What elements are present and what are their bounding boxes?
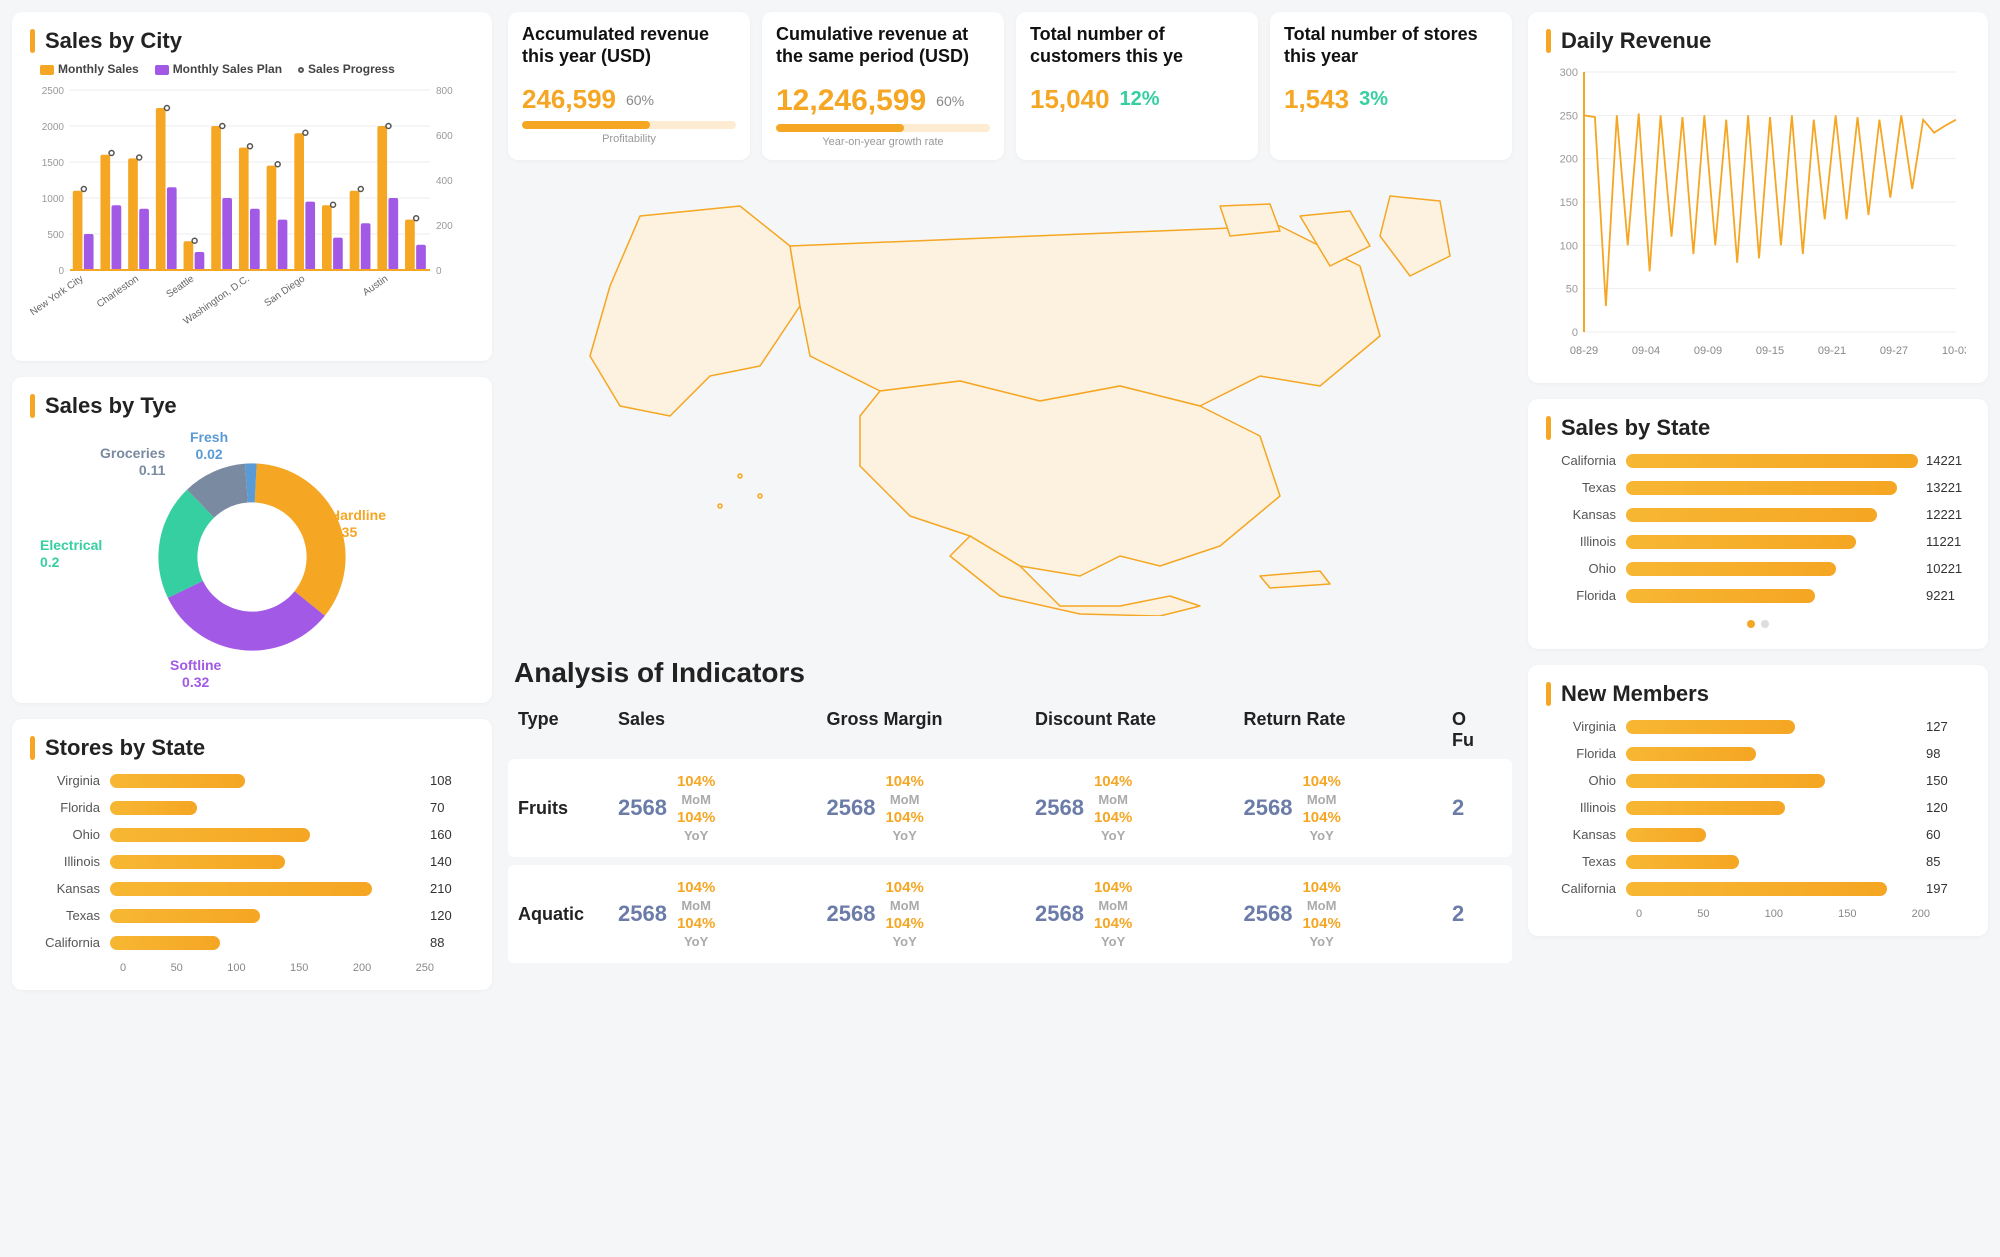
- kpi-card: Total number of customers this ye15,0401…: [1016, 12, 1258, 160]
- svg-text:10-03: 10-03: [1942, 345, 1966, 357]
- hbar-row: California197: [1546, 881, 1970, 896]
- svg-text:600: 600: [436, 131, 453, 142]
- kpi-card: Accumulated revenue this year (USD)246,5…: [508, 12, 750, 160]
- svg-text:09-21: 09-21: [1818, 345, 1846, 357]
- hbar-row: Florida98: [1546, 746, 1970, 761]
- stores-by-state-title: Stores by State: [30, 735, 474, 761]
- svg-text:500: 500: [47, 230, 64, 241]
- sales-by-type-title: Sales by Tye: [30, 393, 474, 419]
- svg-text:Charleston: Charleston: [95, 273, 141, 310]
- indicators-section: Analysis of Indicators TypeSalesGross Ma…: [508, 637, 1512, 971]
- hbar-row: Kansas210: [30, 881, 474, 896]
- indicator-row: Aquatic2568104%MoM104%YoY2568104%MoM104%…: [508, 865, 1512, 963]
- sales-by-city-chart: 0 500 1000 1500 2000 2500 0 200 400 600 800 New Yor…: [30, 80, 470, 340]
- svg-text:250: 250: [1560, 110, 1578, 122]
- new-members-card: New Members Virginia127 Florida98 Ohio150 I…: [1528, 665, 1988, 936]
- indicators-title: Analysis of Indicators: [514, 657, 1512, 689]
- hbar-row: Texas85: [1546, 854, 1970, 869]
- sales-by-type-chart: Hardline0.35Softline0.32Electrical0.2Gro…: [30, 427, 474, 687]
- map-card: [508, 176, 1512, 621]
- svg-text:2500: 2500: [42, 86, 65, 97]
- svg-text:09-09: 09-09: [1694, 345, 1722, 357]
- svg-text:0: 0: [58, 266, 64, 277]
- stores-by-state-chart: Virginia108 Florida70 Ohio160 Illinois140 Ka…: [30, 773, 474, 950]
- hbar-row: Florida70: [30, 800, 474, 815]
- daily-revenue-chart: 0 50 100 150 200 250 300 08-29 09-04 09-09 09-15 09…: [1546, 62, 1966, 362]
- kpi-card: Total number of stores this year1,5433%: [1270, 12, 1512, 160]
- svg-text:Austin: Austin: [361, 273, 390, 298]
- kpi-card: Cumulative revenue at the same period (U…: [762, 12, 1004, 160]
- indicator-row: Fruits2568104%MoM104%YoY2568104%MoM104%Y…: [508, 759, 1512, 857]
- hbar-row: Virginia108: [30, 773, 474, 788]
- stores-by-state-card: Stores by State Virginia108 Florida70 Ohio…: [12, 719, 492, 990]
- svg-text:100: 100: [1560, 240, 1578, 252]
- svg-text:400: 400: [436, 176, 453, 187]
- hbar-row: Illinois120: [1546, 800, 1970, 815]
- hbar-row: Ohio10221: [1546, 561, 1970, 576]
- hbar-row: Illinois11221: [1546, 534, 1970, 549]
- indicators-body: Fruits2568104%MoM104%YoY2568104%MoM104%Y…: [508, 759, 1512, 963]
- hbar-row: Texas13221: [1546, 480, 1970, 495]
- svg-text:09-27: 09-27: [1880, 345, 1908, 357]
- hbar-row: Kansas12221: [1546, 507, 1970, 522]
- svg-text:New York City: New York City: [30, 273, 86, 318]
- sales-by-state-title: Sales by State: [1546, 415, 1970, 441]
- svg-text:50: 50: [1566, 284, 1578, 296]
- svg-text:Seattle: Seattle: [165, 273, 197, 300]
- hbar-row: Illinois140: [30, 854, 474, 869]
- svg-text:0: 0: [436, 266, 442, 277]
- svg-text:150: 150: [1560, 197, 1578, 209]
- kpi-row: Accumulated revenue this year (USD)246,5…: [508, 12, 1512, 160]
- hbar-row: Texas120: [30, 908, 474, 923]
- sales-by-city-title: Sales by City: [30, 28, 474, 54]
- hbar-row: California14221: [1546, 453, 1970, 468]
- svg-text:08-29: 08-29: [1570, 345, 1598, 357]
- svg-text:09-04: 09-04: [1632, 345, 1660, 357]
- svg-text:300: 300: [1560, 67, 1578, 79]
- sales-by-city-legend: Monthly Sales Monthly Sales Plan Sales P…: [40, 62, 474, 76]
- svg-text:San Diego: San Diego: [263, 273, 308, 309]
- daily-revenue-card: Daily Revenue 0 50 100 150 200 250 300 08-29 09-…: [1528, 12, 1988, 383]
- new-members-chart: Virginia127 Florida98 Ohio150 Illinois120 Ka…: [1546, 719, 1970, 896]
- svg-text:0: 0: [1572, 327, 1578, 339]
- hbar-row: Virginia127: [1546, 719, 1970, 734]
- daily-revenue-title: Daily Revenue: [1546, 28, 1970, 54]
- sales-by-type-card: Sales by Tye Hardline0.35Softline0.32Ele…: [12, 377, 492, 703]
- new-members-title: New Members: [1546, 681, 1970, 707]
- hbar-row: Florida9221: [1546, 588, 1970, 603]
- svg-text:09-15: 09-15: [1756, 345, 1784, 357]
- sales-by-state-card: Sales by State California14221 Texas13221…: [1528, 399, 1988, 649]
- svg-text:1500: 1500: [42, 158, 65, 169]
- hbar-row: Ohio160: [30, 827, 474, 842]
- svg-text:200: 200: [436, 221, 453, 232]
- svg-text:800: 800: [436, 86, 453, 97]
- svg-text:2000: 2000: [42, 122, 65, 133]
- indicators-header: TypeSalesGross MarginDiscount RateReturn…: [508, 701, 1512, 759]
- hbar-row: Kansas60: [1546, 827, 1970, 842]
- svg-text:1000: 1000: [42, 194, 65, 205]
- north-america-map: [508, 176, 1512, 616]
- sales-by-city-card: Sales by City Monthly Sales Monthly Sale…: [12, 12, 492, 361]
- hbar-row: Ohio150: [1546, 773, 1970, 788]
- pager-dots[interactable]: [1546, 615, 1970, 633]
- hbar-row: California88: [30, 935, 474, 950]
- svg-text:200: 200: [1560, 154, 1578, 166]
- sales-by-state-chart: California14221 Texas13221 Kansas12221 Illi…: [1546, 453, 1970, 603]
